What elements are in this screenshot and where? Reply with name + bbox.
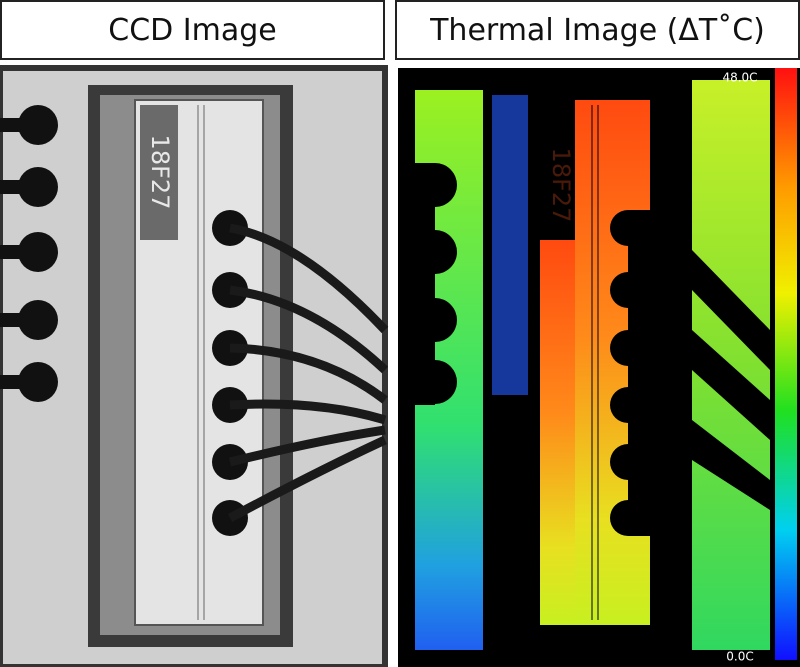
colorbar-min-label: 0.0C [726,650,753,664]
thermal-image: 18F27 48.0C 0.0C [398,68,800,667]
chip-label: 18F27 [146,135,174,210]
panel-title: CCD Image [0,0,385,60]
panel-title: Thermal Image (ΔT˚C) [395,0,800,60]
chip-label: 18F27 [547,148,575,223]
colorbar-max-label: 48.0C [722,71,757,85]
colorbar [775,68,797,660]
ccd-image: 18F27 [0,65,389,667]
